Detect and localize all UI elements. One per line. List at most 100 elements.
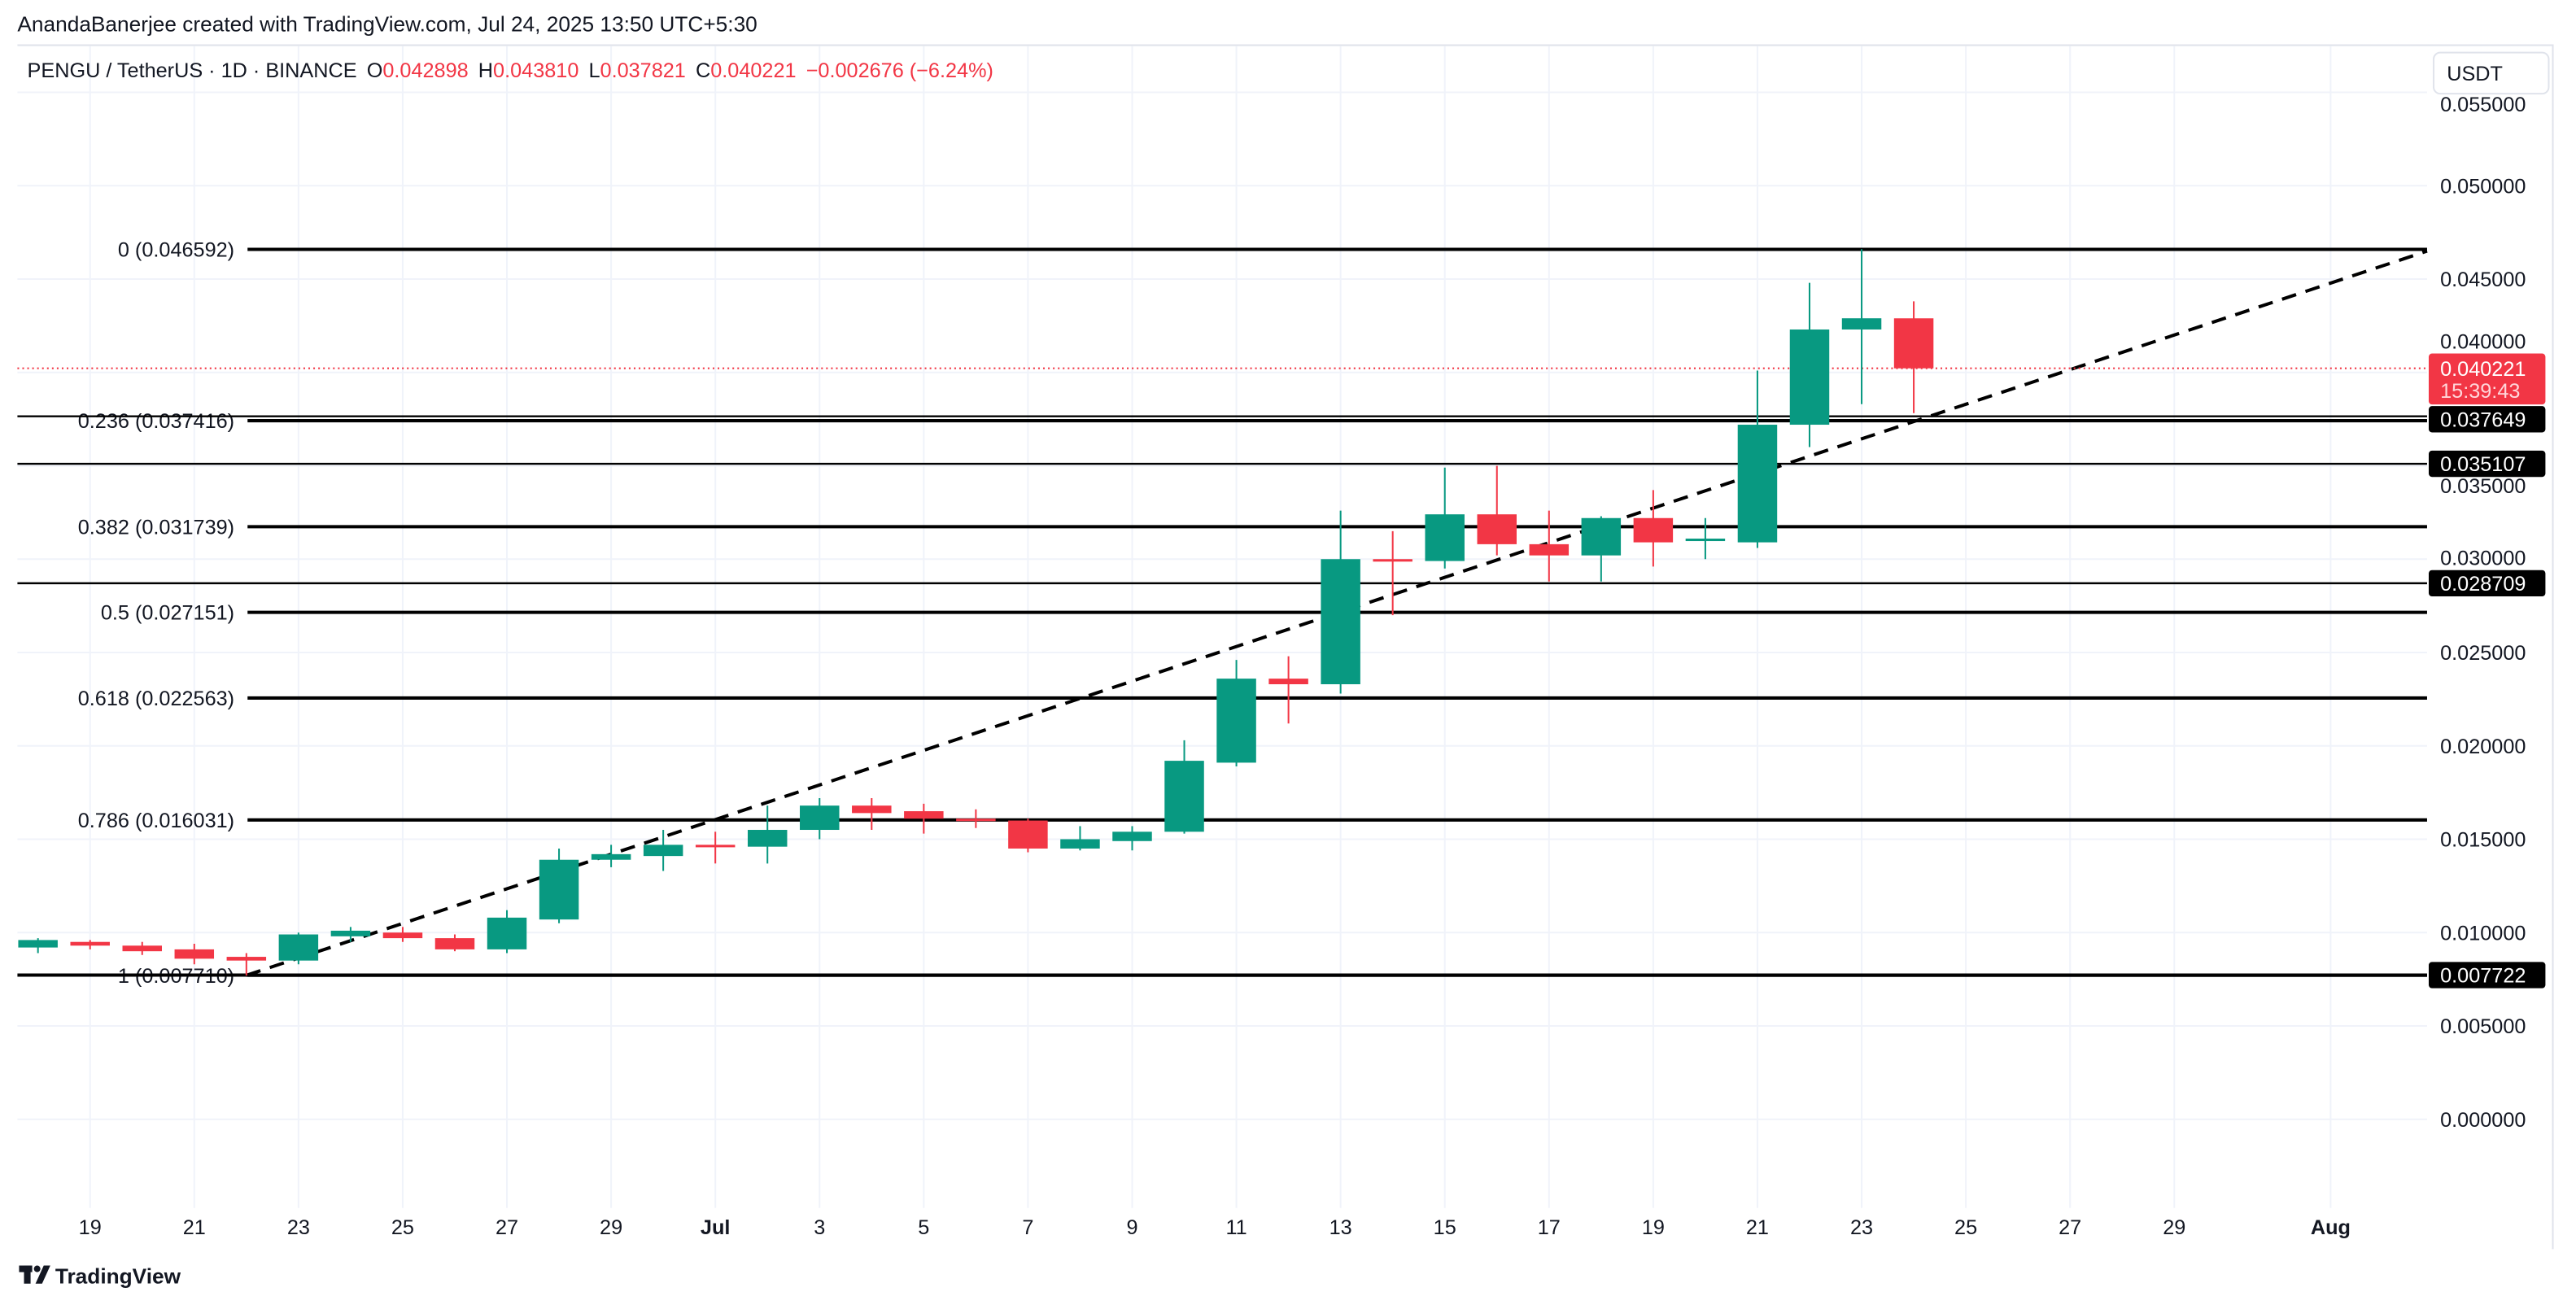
fib-level-label: 0.236 (0.037416) [78,410,234,433]
price-level-label [2428,406,2546,433]
candle-body[interactable] [1373,559,1412,562]
fib-level-label: 0.618 (0.022563) [78,687,234,710]
close-value: 0.040221 [710,59,796,82]
currency-button[interactable]: USDT [2433,51,2550,95]
candle-body[interactable] [1268,679,1308,685]
current-price-value: 0.040221 [2440,358,2526,381]
fib-level-label: 0.786 (0.016031) [78,810,234,832]
candle-body[interactable] [1164,761,1204,832]
symbol-title: PENGU / TetherUS · 1D · BINANCE [28,59,357,82]
candle-body[interactable] [1789,329,1830,426]
candle-body[interactable] [1112,831,1152,841]
candle-body[interactable] [278,934,319,961]
candle-body[interactable] [1841,318,1882,330]
time-tick-label: 21 [1746,1216,1769,1239]
candle-body[interactable] [1060,839,1100,849]
price-level-label [2428,570,2546,597]
fib-retracement[interactable]: 0 (0.046592) 0.236 (0.037416) 0.382 (0.031… [78,239,2427,988]
fib-level-label: 0 (0.046592) [118,239,234,262]
time-tick-label: 23 [1850,1216,1873,1239]
candle-body[interactable] [956,818,996,822]
time-tick-label: 15 [1434,1216,1456,1239]
high-value: 0.043810 [493,59,579,82]
low-label: L [589,59,600,82]
fib-level-label: 0.5 (0.027151) [101,602,234,625]
time-tick-label: 19 [79,1216,102,1239]
candle-body[interactable] [1008,820,1048,849]
candle-body[interactable] [226,957,267,961]
candle-body[interactable] [747,830,788,847]
legend: PENGU / TetherUS · 1D · BINANCE O0.042898… [28,59,993,82]
candle-body[interactable] [1893,318,1934,369]
candle-body[interactable] [1633,517,1674,543]
price-level-value: 0.028709 [2440,573,2526,596]
price-tick-label: 0.055000 [2440,94,2526,116]
candle-body[interactable] [852,805,892,814]
change-value: −0.002676 (−6.24%) [806,59,993,82]
time-tick-label: 21 [183,1216,206,1239]
price-tick-label: 0.035000 [2440,475,2526,498]
time-tick-label: Aug [2311,1216,2351,1239]
time-tick-label: Jul [701,1216,730,1239]
candle-body[interactable] [70,941,110,946]
current-price-label [2428,353,2546,405]
price-tick-label: 0.020000 [2440,735,2526,758]
candle-body[interactable] [434,938,475,949]
tradingview-logo-icon [19,1265,50,1284]
time-tick-label: 5 [918,1216,929,1239]
candle-body[interactable] [591,853,631,860]
candle-body[interactable] [1529,543,1570,556]
candle-body[interactable] [122,945,162,952]
candle-body[interactable] [487,917,527,949]
legend-line: PENGU / TetherUS · 1D · BINANCE O0.042898… [28,59,993,82]
candle-body[interactable] [1477,514,1517,544]
candle-body[interactable] [904,811,944,819]
time-tick-label: 9 [1126,1216,1137,1239]
price-tick-label: 0.045000 [2440,268,2526,291]
time-tick-label: 23 [287,1216,310,1239]
time-tick-label: 25 [391,1216,414,1239]
grid [17,46,2427,1208]
candle-body[interactable] [1581,517,1622,556]
currency-button-label: USDT [2447,63,2503,85]
candle-body[interactable] [643,845,683,857]
price-level-value: 0.037649 [2440,408,2526,431]
open-label: O [367,59,383,82]
candle-body[interactable] [18,940,58,948]
fib-level-label: 0.382 (0.031739) [78,516,234,539]
candle-body[interactable] [1425,514,1465,561]
candle-body[interactable] [800,805,840,831]
time-axis[interactable]: 19 21 23 25 27 29 Jul 3 5 7 9 11 13 15 17 19 21 23 25 27 29 A… [79,1216,2351,1239]
price-tick-label: 0.025000 [2440,642,2526,665]
candle-body[interactable] [1321,559,1360,685]
time-tick-label: 29 [600,1216,622,1239]
candle-body[interactable] [539,859,579,920]
price-tick-label: 0.000000 [2440,1109,2526,1132]
candle-body[interactable] [1685,539,1726,542]
price-tick-label: 0.010000 [2440,922,2526,945]
price-tick-label: 0.015000 [2440,829,2526,852]
candle-body[interactable] [382,932,423,939]
candle-body[interactable] [174,949,215,959]
candle-body[interactable] [1737,425,1778,543]
time-tick-label: 17 [1538,1216,1561,1239]
candles[interactable] [18,249,1934,976]
candle-body[interactable] [1216,679,1256,763]
tradingview-logo[interactable]: TradingView [19,1264,181,1289]
close-label: C [696,59,710,82]
time-tick-label: 3 [814,1216,825,1239]
time-tick-label: 19 [1642,1216,1665,1239]
price-axis[interactable]: 0.000000 0.005000 0.010000 0.015000 0.020000… [2440,94,2526,1132]
bar-countdown: 15:39:43 [2440,380,2520,403]
attribution-text: AnandaBanerjee created with TradingView.… [17,11,757,36]
price-level-label [2428,450,2546,478]
time-tick-label: 25 [1954,1216,1977,1239]
time-tick-label: 11 [1225,1216,1247,1239]
candle-body[interactable] [695,845,736,848]
candle-body[interactable] [330,930,371,936]
price-tick-label: 0.050000 [2440,175,2526,198]
horizontal-lines[interactable] [17,415,2427,977]
price-tick-label: 0.005000 [2440,1015,2526,1038]
